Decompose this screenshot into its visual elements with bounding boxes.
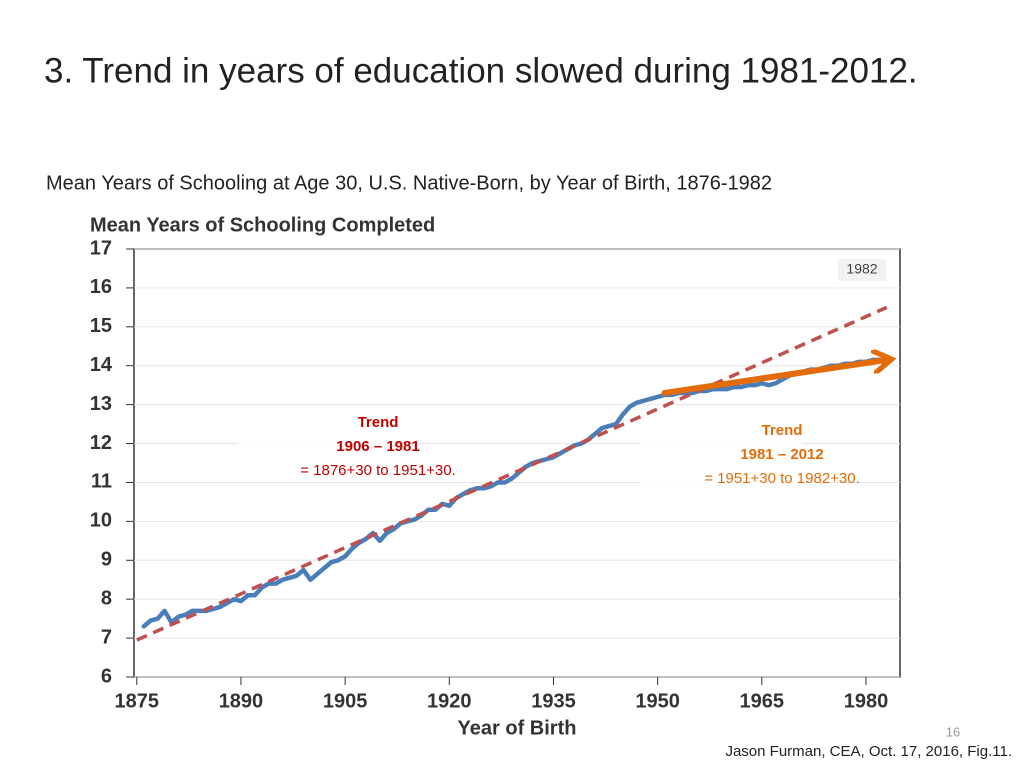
source: Jason Furman, CEA, Oct. 17, 2016, Fig.11… [725,743,1012,760]
annotation-box [238,411,398,479]
x-tick-label: 1890 [219,690,264,712]
y-tick-label: 6 [101,665,112,687]
annotation-box [640,419,802,487]
x-tick-label: 1935 [531,690,576,712]
y-tick-label: 15 [90,315,112,337]
y-tick-label: 8 [101,587,112,609]
annotation-box [838,259,886,281]
y-tick-label: 13 [90,393,112,415]
annotation-text: Trend [358,414,399,431]
x-tick-label: 1980 [844,690,889,712]
slide-title: 3. Trend in years of education slowed du… [44,51,918,90]
trend-arrow [661,360,887,396]
slide-subtitle: Mean Years of Schooling at Age 30, U.S. … [46,172,772,194]
y-tick-label: 16 [90,276,112,298]
annotation-text: Trend [762,422,803,439]
annotation-text: = 1876+30 to 1951+30. [300,462,456,479]
x-tick-label: 1875 [115,690,160,712]
x-tick-label: 1920 [427,690,472,712]
x-tick-label: 1965 [740,690,785,712]
x-tick-label: 1950 [635,690,680,712]
annotation-text: = 1951+30 to 1982+30. [704,470,860,487]
annotation-text: 1906 – 1981 [336,438,419,455]
y-axis-label: Mean Years of Schooling Completed [90,214,435,236]
x-axis-label: Year of Birth [458,717,577,739]
y-tick-label: 9 [101,549,112,571]
trend-line [136,305,888,642]
y-tick-label: 12 [90,432,112,454]
y-tick-label: 11 [91,471,112,493]
x-tick-label: 1905 [323,690,368,712]
y-tick-label: 7 [101,626,112,648]
data-line [141,357,883,629]
y-tick-label: 10 [90,510,112,532]
page-number: 16 [946,724,960,739]
y-tick-label: 17 [90,237,112,259]
annotation-text: 1982 [846,261,877,277]
annotation-text: 1981 – 2012 [740,446,823,463]
y-tick-label: 14 [90,354,113,376]
